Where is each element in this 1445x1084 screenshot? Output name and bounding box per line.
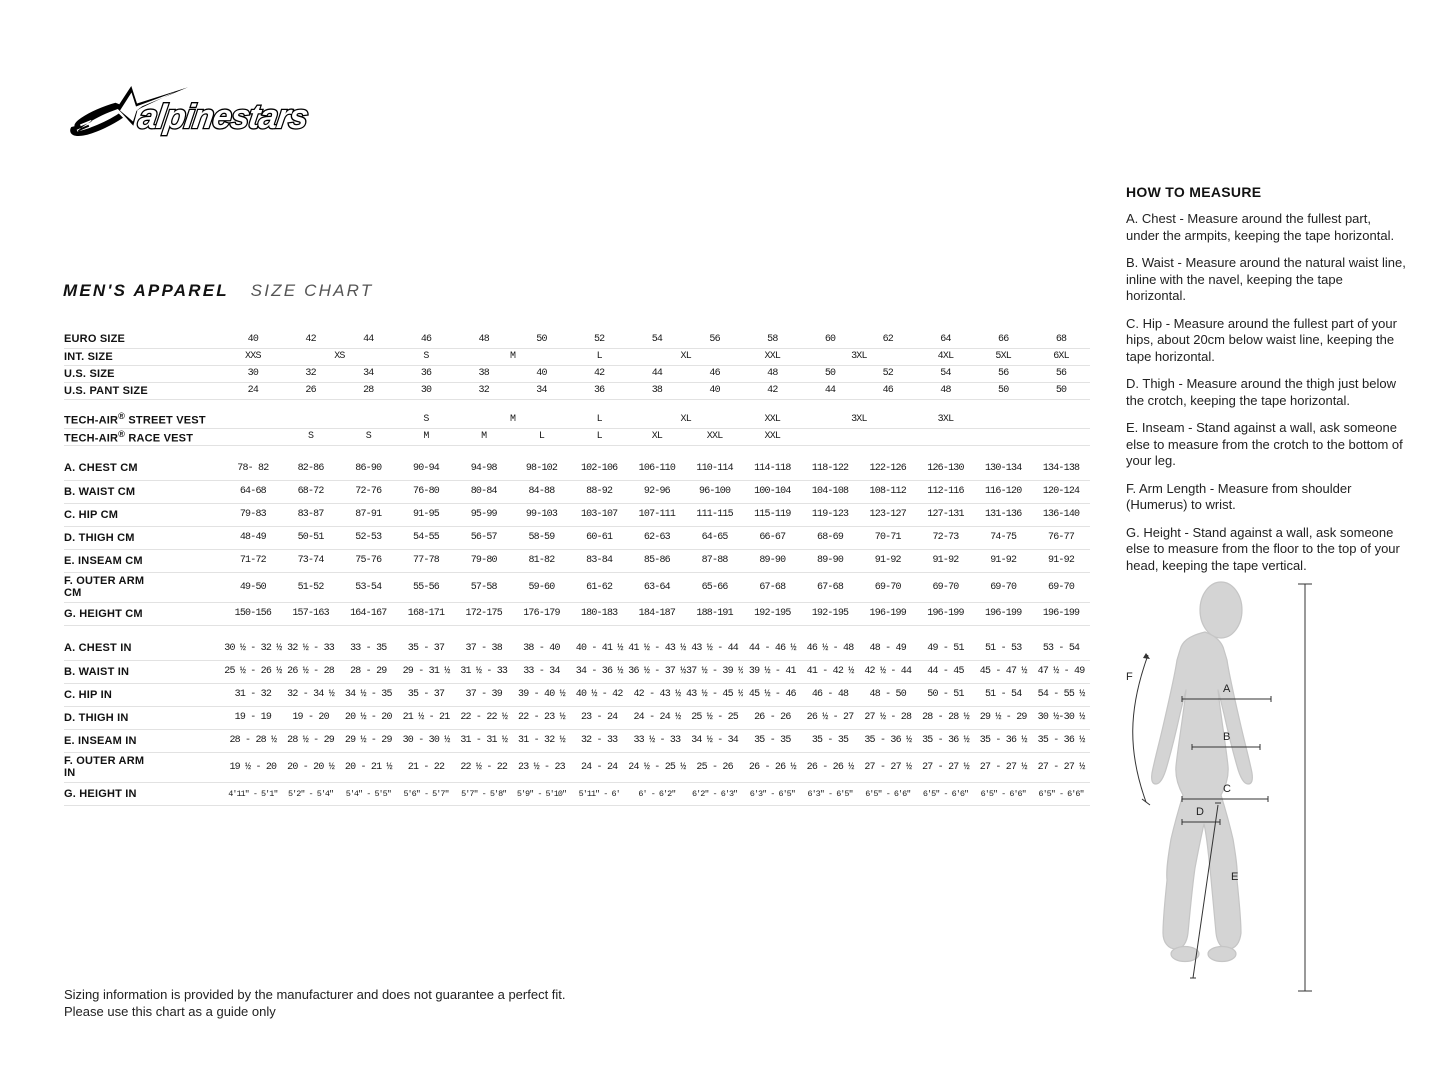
svg-text:C: C bbox=[1223, 783, 1231, 795]
svg-text:A: A bbox=[1223, 683, 1231, 695]
svg-text:E: E bbox=[1231, 871, 1238, 883]
svg-text:B: B bbox=[1223, 731, 1230, 743]
svg-text:F: F bbox=[1126, 671, 1133, 683]
svg-text:alpinestars: alpinestars bbox=[136, 98, 310, 136]
svg-text:D: D bbox=[1196, 806, 1204, 818]
